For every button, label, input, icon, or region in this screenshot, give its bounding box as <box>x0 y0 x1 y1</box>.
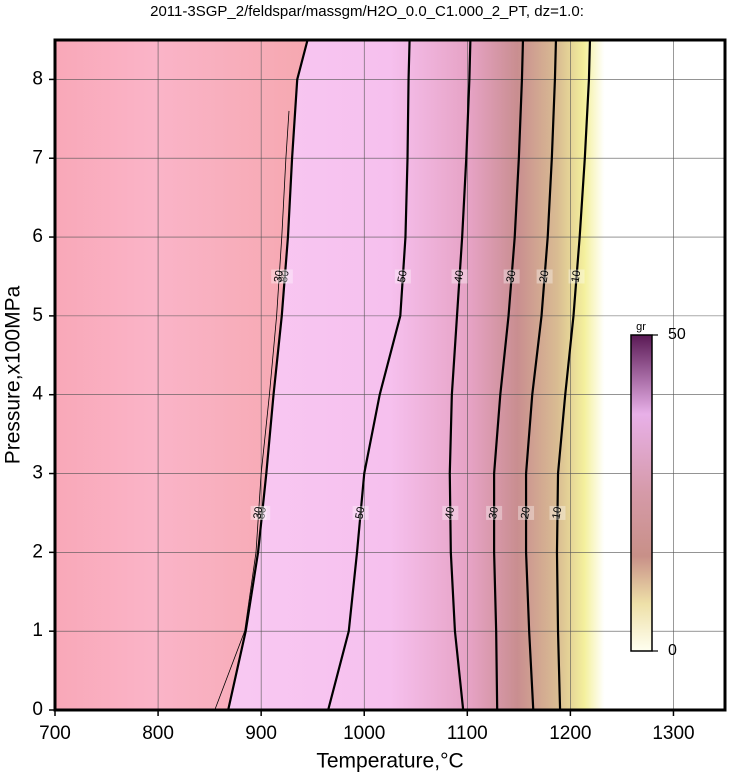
contour-label-bg <box>352 505 369 520</box>
contour-label-bg <box>442 505 459 520</box>
contour-line <box>493 39 525 711</box>
y-tick-label: 8 <box>32 68 43 89</box>
contour-label-bg <box>568 269 585 284</box>
contour-line <box>227 39 309 711</box>
x-tick-label: 700 <box>39 723 71 744</box>
contour-label: 40 <box>453 269 467 283</box>
y-tick-label: 3 <box>32 463 43 484</box>
contour-label-bg <box>549 505 566 520</box>
contour-line <box>555 39 592 711</box>
contour-label-bg <box>486 505 503 520</box>
contour-line <box>327 39 411 711</box>
plot-frame <box>53 38 727 712</box>
contour-label: 40 <box>443 506 457 520</box>
contour-label-bg <box>276 269 293 284</box>
chart-title: 2011-3SGP_2/feldspar/massgm/H2O_0.0_C1.0… <box>150 3 584 20</box>
x-tick-label: 900 <box>245 723 277 744</box>
contour-label: 80 <box>278 269 292 283</box>
contour-label-bg <box>518 505 535 520</box>
contour-label: 10 <box>550 506 564 520</box>
x-tick-label: 1200 <box>549 723 591 744</box>
contour-label: 30 <box>252 506 266 520</box>
contour-label-bg <box>451 269 468 284</box>
y-tick-label: 5 <box>32 305 43 326</box>
colorbar <box>630 334 653 652</box>
y-tick-label: 2 <box>32 541 43 562</box>
x-tick-label: 1100 <box>447 723 488 744</box>
colorbar-tick-label: 0 <box>668 642 677 659</box>
y-tick-label: 1 <box>32 620 43 641</box>
contour-label: 30 <box>487 506 501 520</box>
contour-label: 20 <box>519 506 533 520</box>
solid-field <box>55 40 308 710</box>
x-tick-label: 800 <box>142 723 174 744</box>
contour-label-bg <box>394 269 411 284</box>
contour-line <box>524 39 558 711</box>
contour-label: 50 <box>396 269 410 283</box>
contour-label: 30 <box>272 269 286 283</box>
contour-label-bg <box>271 269 288 284</box>
y-tick-label: 4 <box>32 384 43 405</box>
y-tick-label: 6 <box>32 226 43 247</box>
contour-label-bg <box>503 269 520 284</box>
contour-label-bg <box>250 505 267 520</box>
x-tick-label: 1300 <box>652 723 694 744</box>
contour-label: 20 <box>538 269 552 283</box>
contour-label: 50 <box>354 506 368 520</box>
x-axis-label: Temperature,°C <box>316 750 463 773</box>
contour-line <box>448 39 472 711</box>
x-tick-label: 1000 <box>343 723 385 744</box>
contour-label-bg <box>536 269 553 284</box>
contour-label: 10 <box>570 269 584 283</box>
colorbar-tick-label: 50 <box>668 326 686 343</box>
contour-label: 30 <box>505 269 519 283</box>
y-tick-label: 7 <box>32 147 43 168</box>
y-axis-label: Pressure,x100MPa <box>2 285 25 464</box>
y-tick-label: 0 <box>32 699 43 720</box>
contour-line <box>214 110 290 711</box>
colorbar-label: gr <box>636 321 646 333</box>
